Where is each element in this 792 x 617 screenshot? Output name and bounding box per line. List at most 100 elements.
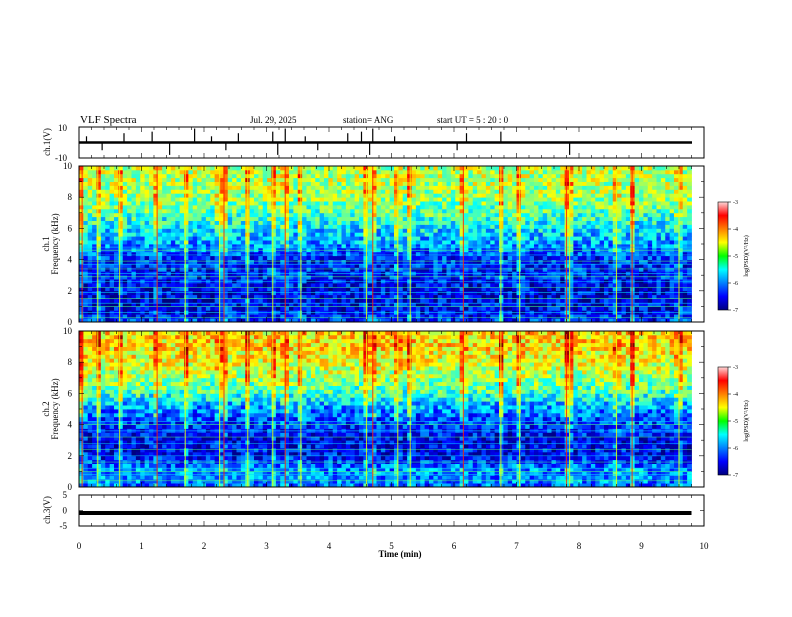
spectrogram-cell xyxy=(429,170,434,174)
spectrogram-cell xyxy=(600,283,605,287)
spectrogram-cell xyxy=(604,267,609,271)
spectrogram-cell xyxy=(258,299,263,303)
spectrogram-cell xyxy=(521,275,526,279)
spectrogram-cell xyxy=(188,209,193,213)
spectrogram-cell xyxy=(127,267,132,271)
spectrogram-cell xyxy=(490,299,495,303)
spectrogram-cell xyxy=(342,260,347,264)
spectrogram-cell xyxy=(307,186,312,190)
spectrogram-cell xyxy=(83,186,88,190)
spectrogram-cell xyxy=(289,205,294,209)
spectrogram-cell xyxy=(442,228,447,232)
spectrogram-cell xyxy=(604,209,609,213)
spectrogram-cell xyxy=(538,267,543,271)
spectrogram-cell xyxy=(232,240,237,244)
spectrogram-cell xyxy=(333,221,338,225)
spectrogram-cell xyxy=(105,170,110,174)
spectrogram-cell xyxy=(346,225,351,229)
spectrogram-cell xyxy=(482,166,487,170)
spectrogram-cell xyxy=(175,221,180,225)
spectrogram-cell xyxy=(320,275,325,279)
spectrogram-cell xyxy=(508,174,513,178)
spectrogram-cell xyxy=(258,197,263,201)
spectrogram-cell xyxy=(276,170,281,174)
spectrogram-cell xyxy=(530,225,535,229)
spectrogram-cell xyxy=(110,221,115,225)
spectrogram-cell xyxy=(324,232,329,236)
spectrogram-cell xyxy=(552,256,557,260)
spectrogram-cell xyxy=(508,201,513,205)
spectrogram-cell xyxy=(433,283,438,287)
spectrogram-cell xyxy=(132,283,137,287)
spectrogram-cell xyxy=(429,178,434,182)
spectrogram-cell xyxy=(468,232,473,236)
spectrogram-cell xyxy=(83,217,88,221)
spectrogram-cell xyxy=(280,201,285,205)
spectrogram-cell xyxy=(420,256,425,260)
spectrogram-cell xyxy=(429,217,434,221)
spectrogram-cell xyxy=(145,221,150,225)
spectrogram-cell xyxy=(258,178,263,182)
spectrogram-cell xyxy=(560,314,565,318)
spectrogram-cell xyxy=(140,209,145,213)
spectrogram-cell xyxy=(132,240,137,244)
spectrogram-cell xyxy=(315,256,320,260)
spectrogram-cell xyxy=(101,217,106,221)
spectrogram-cell xyxy=(508,252,513,256)
spectrogram-cell xyxy=(438,213,443,217)
spectrogram-cell xyxy=(425,213,430,217)
spectrogram-cell xyxy=(193,182,198,186)
spectrogram-cell xyxy=(127,256,132,260)
spectrogram-cell xyxy=(433,217,438,221)
spectrogram-cell xyxy=(110,225,115,229)
spectrogram-cell xyxy=(368,299,373,303)
spectrogram-cell xyxy=(438,306,443,310)
spectrogram-cell xyxy=(482,170,487,174)
spectrogram-cell xyxy=(342,267,347,271)
spectrogram-cell xyxy=(512,244,517,248)
spectrogram-cell xyxy=(578,236,583,240)
spectrogram-cell xyxy=(517,236,522,240)
spectrogram-cell xyxy=(530,228,535,232)
spectrogram-cell xyxy=(560,186,565,190)
spectrogram-cell xyxy=(315,189,320,193)
spectrogram-cell xyxy=(468,267,473,271)
spectrogram-cell xyxy=(307,283,312,287)
spectrogram-cell xyxy=(363,217,368,221)
spectrogram-cell xyxy=(263,256,268,260)
spectrogram-cell xyxy=(311,267,316,271)
spectrogram-cell xyxy=(324,314,329,318)
spectrogram-cell xyxy=(228,240,233,244)
spectrogram-cell xyxy=(136,232,141,236)
spectrogram-cell xyxy=(407,291,412,295)
spectrogram-cell xyxy=(368,240,373,244)
spectrogram-cell xyxy=(92,283,97,287)
spectrogram-cell xyxy=(420,201,425,205)
spectrogram-cell xyxy=(390,205,395,209)
spectrogram-cell xyxy=(455,209,460,213)
spectrogram-cell xyxy=(232,193,237,197)
spectrogram-cell xyxy=(298,275,303,279)
spectrogram-cell xyxy=(377,232,382,236)
spectrogram-cell xyxy=(582,228,587,232)
spectrogram-cell xyxy=(328,256,333,260)
spectrogram-cell xyxy=(429,256,434,260)
spectrogram-cell xyxy=(359,182,364,186)
spectrogram-cell xyxy=(320,225,325,229)
spectrogram-cell xyxy=(420,182,425,186)
spectrogram-cell xyxy=(280,275,285,279)
spectrogram-cell xyxy=(311,197,316,201)
spectrogram-cell xyxy=(162,197,167,201)
spectrogram-cell xyxy=(105,240,110,244)
spectrogram-cell xyxy=(202,291,207,295)
spectrogram-cell xyxy=(215,174,220,178)
spectrogram-cell xyxy=(503,189,508,193)
spectrogram-cell xyxy=(289,217,294,221)
spectrogram-cell xyxy=(328,186,333,190)
spectrogram-cell xyxy=(149,252,154,256)
spectrogram-cell xyxy=(276,213,281,217)
spectrogram-cell xyxy=(127,314,132,318)
spectrogram-cell xyxy=(92,240,97,244)
spectrogram-cell xyxy=(521,256,526,260)
spectrogram-cell xyxy=(280,217,285,221)
